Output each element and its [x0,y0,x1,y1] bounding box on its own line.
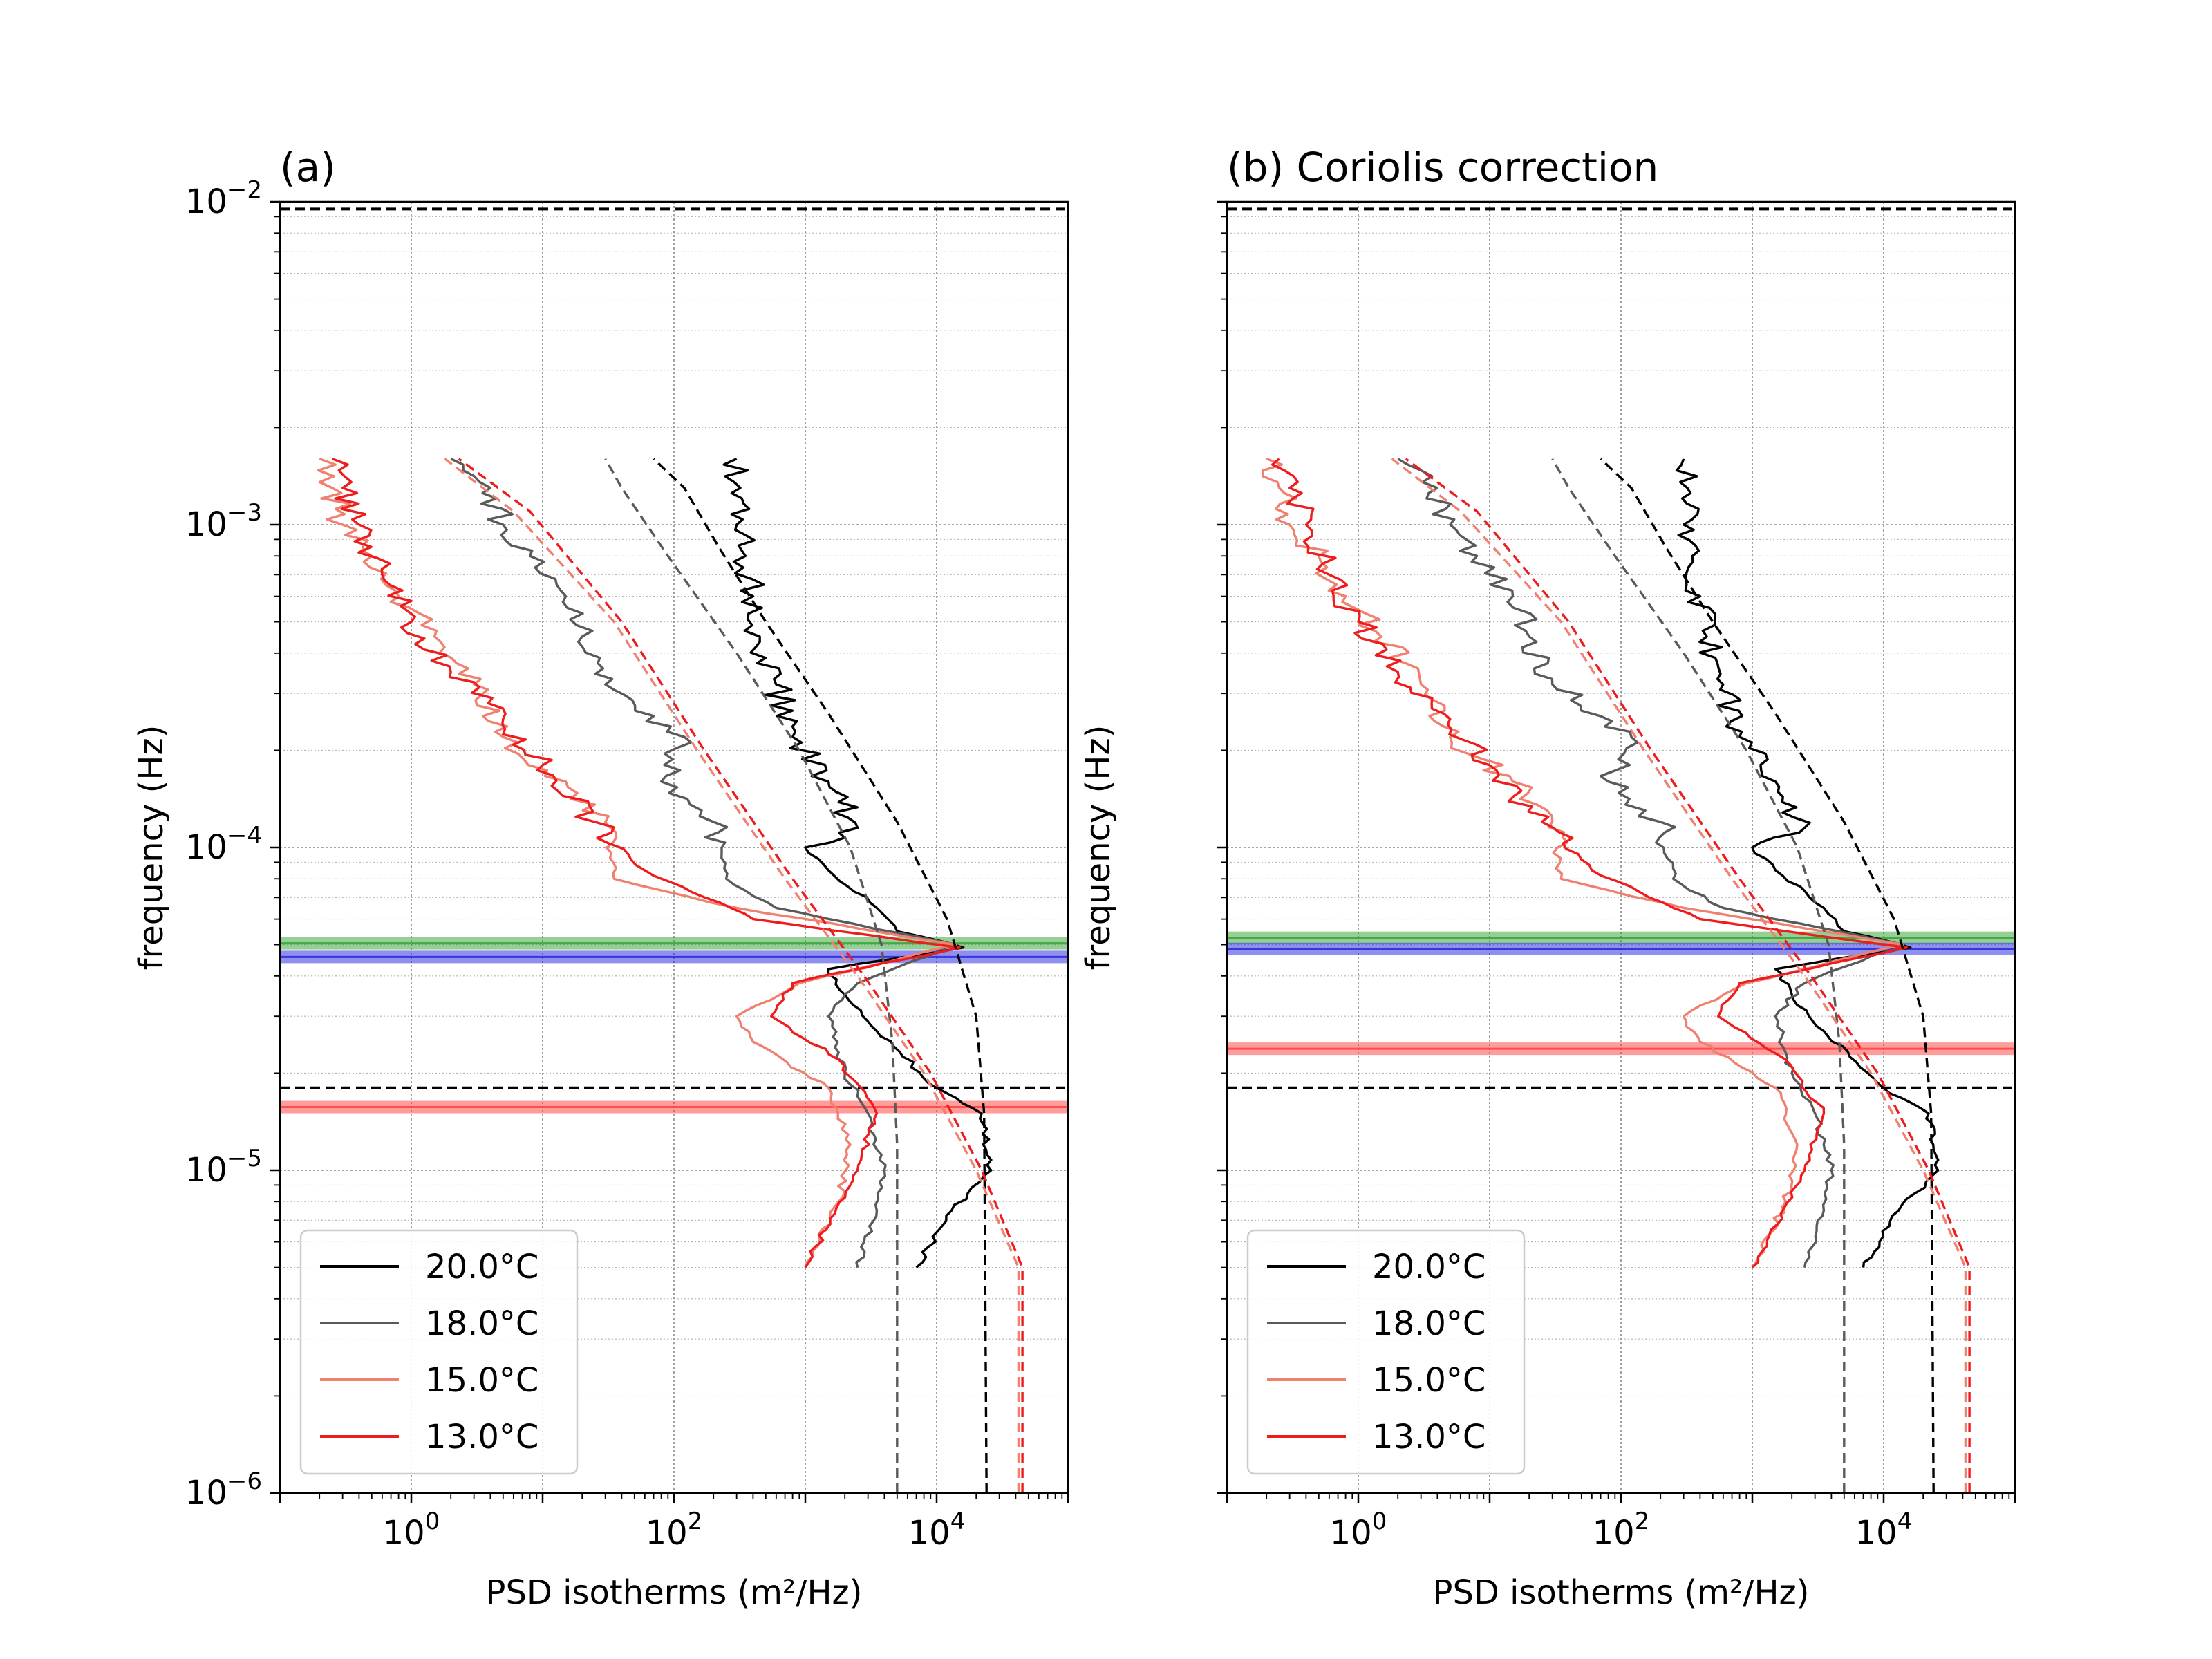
legend: 20.0°C 18.0°C 15.0°C 13.0°C [1246,1229,1526,1475]
legend-label: 13.0°C [1372,1418,1485,1456]
model-curve [458,458,1024,1493]
y-tick-label: 10−4 [185,822,262,867]
panel-title: (b) Coriolis correction [1227,144,1658,191]
y-tick-label: 10−2 [185,176,262,221]
x-tick-label: 104 [908,1508,966,1553]
model-curve [1405,458,1971,1493]
plot-area [1227,207,2015,1493]
legend-label: 15.0°C [1372,1361,1485,1400]
legend-label: 13.0°C [425,1418,538,1456]
series-line-1 [1397,458,1904,1268]
legend-label: 20.0°C [425,1248,538,1286]
y-tick-label: 10−3 [185,499,262,544]
panel-a: 10−6 10−5 10−4 10−3 10−2 100 102 104 PSD isother… [132,144,1069,1612]
plot-area [280,207,1068,1493]
x-axis-label: PSD isotherms (m²/Hz) [1433,1573,1810,1612]
series-line-2 [317,458,957,1268]
y-tick-label: 10−5 [185,1145,262,1190]
model-curve [1600,458,1935,1493]
legend: 20.0°C 18.0°C 15.0°C 13.0°C [299,1229,579,1475]
model-curve [604,458,899,1493]
series-line-3 [332,458,962,1268]
series-line-0 [722,458,993,1268]
panel-b: 100 102 104 PSD isotherms (m²/Hz) frequency … [1079,144,2016,1612]
model-curve [444,458,1020,1493]
series-line-3 [1271,458,1909,1268]
legend-label: 20.0°C [1372,1248,1485,1286]
legend-box [1246,1229,1526,1475]
x-tick-label: 104 [1855,1508,1913,1553]
model-curve [653,458,988,1493]
x-tick-label: 102 [1593,1508,1650,1553]
legend-box [299,1229,579,1475]
legend-label: 15.0°C [425,1361,538,1400]
x-tick-label: 100 [1330,1508,1387,1553]
x-tick-label: 102 [646,1508,703,1553]
series-line-0 [1675,458,1940,1268]
y-axis-label: frequency (Hz) [132,725,171,971]
legend-label: 18.0°C [425,1304,538,1343]
model-curve [1391,458,1967,1493]
x-tick-label: 100 [383,1508,440,1553]
model-curve [1551,458,1846,1493]
x-axis-label: PSD isotherms (m²/Hz) [486,1573,863,1612]
y-tick-label: 10−6 [185,1468,262,1512]
series-line-2 [1262,458,1904,1268]
legend-label: 18.0°C [1372,1304,1485,1343]
panel-title: (a) [280,144,336,191]
series-line-1 [450,458,957,1268]
y-axis-label: frequency (Hz) [1079,725,1118,971]
